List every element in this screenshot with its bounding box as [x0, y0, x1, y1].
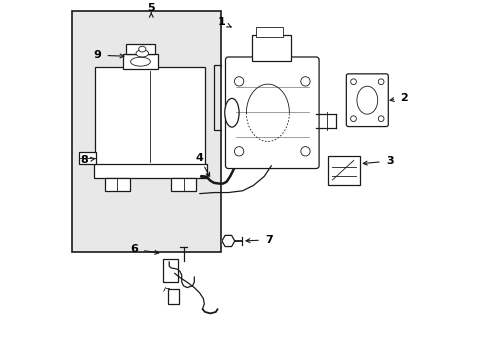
FancyBboxPatch shape [104, 178, 129, 191]
Text: 1: 1 [217, 17, 224, 27]
FancyBboxPatch shape [79, 152, 96, 164]
FancyBboxPatch shape [163, 259, 178, 282]
Circle shape [300, 77, 309, 86]
Text: 9: 9 [93, 50, 101, 60]
FancyBboxPatch shape [95, 67, 205, 166]
FancyBboxPatch shape [256, 27, 282, 37]
Ellipse shape [139, 46, 145, 52]
Ellipse shape [136, 50, 148, 57]
FancyBboxPatch shape [94, 164, 206, 178]
FancyBboxPatch shape [225, 57, 319, 168]
Circle shape [234, 77, 244, 86]
FancyBboxPatch shape [171, 178, 196, 191]
Text: 5: 5 [147, 3, 155, 13]
FancyBboxPatch shape [251, 35, 290, 61]
Text: 6: 6 [130, 244, 138, 254]
FancyBboxPatch shape [327, 156, 360, 185]
Text: 8: 8 [80, 155, 88, 165]
FancyBboxPatch shape [346, 74, 387, 127]
FancyBboxPatch shape [168, 289, 179, 305]
Text: 7: 7 [264, 235, 272, 245]
FancyBboxPatch shape [126, 44, 155, 54]
Text: 2: 2 [399, 93, 407, 103]
Text: 4: 4 [195, 153, 203, 163]
Circle shape [300, 147, 309, 156]
Ellipse shape [224, 98, 239, 127]
Ellipse shape [128, 51, 155, 62]
Text: 3: 3 [385, 156, 393, 166]
FancyBboxPatch shape [72, 12, 221, 252]
Circle shape [234, 147, 244, 156]
Polygon shape [222, 235, 234, 247]
FancyBboxPatch shape [122, 54, 158, 69]
